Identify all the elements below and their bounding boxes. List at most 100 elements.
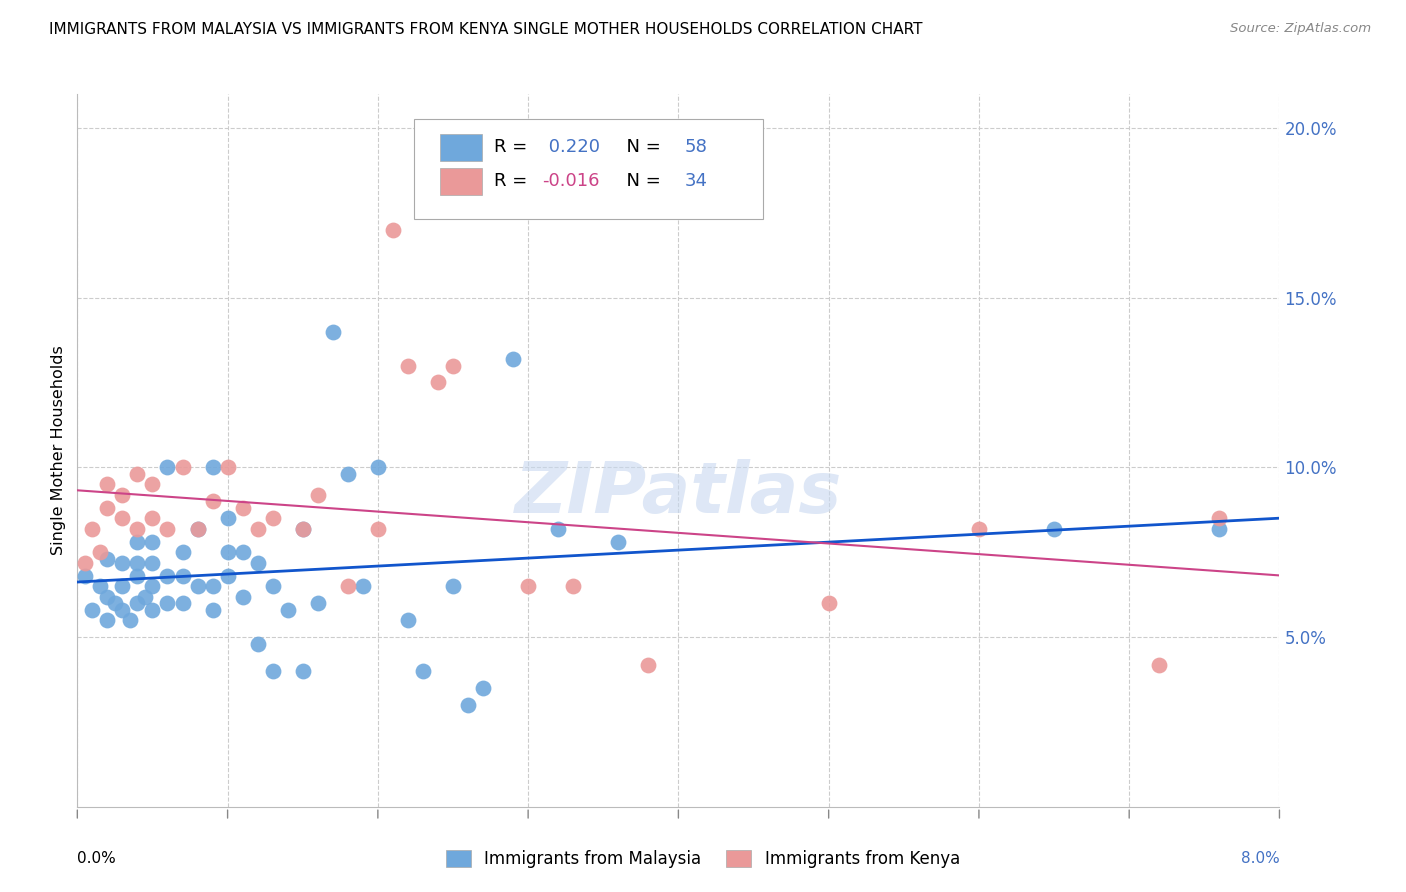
Text: 58: 58	[685, 138, 707, 156]
Point	[127, 522, 149, 536]
Text: 0.220: 0.220	[543, 138, 599, 156]
Point	[89, 545, 111, 559]
Point	[111, 579, 134, 593]
Point	[322, 325, 344, 339]
Text: R =: R =	[495, 138, 533, 156]
Text: 34: 34	[685, 172, 707, 190]
Point	[472, 681, 495, 696]
Point	[96, 501, 118, 516]
Point	[232, 590, 254, 604]
Point	[96, 590, 118, 604]
Point	[441, 359, 464, 373]
Text: N =: N =	[614, 138, 666, 156]
Text: IMMIGRANTS FROM MALAYSIA VS IMMIGRANTS FROM KENYA SINGLE MOTHER HOUSEHOLDS CORRE: IMMIGRANTS FROM MALAYSIA VS IMMIGRANTS F…	[49, 22, 922, 37]
Point	[1043, 522, 1066, 536]
Point	[172, 460, 194, 475]
Point	[172, 596, 194, 610]
Point	[134, 590, 156, 604]
Point	[141, 535, 163, 549]
Point	[637, 657, 659, 672]
Point	[172, 545, 194, 559]
Point	[217, 460, 239, 475]
Point	[307, 488, 329, 502]
Point	[367, 460, 389, 475]
Point	[172, 569, 194, 583]
Point	[1208, 511, 1230, 525]
Point	[817, 596, 839, 610]
Point	[217, 569, 239, 583]
Point	[111, 603, 134, 617]
Point	[352, 579, 374, 593]
Point	[201, 579, 224, 593]
Point	[141, 556, 163, 570]
Text: 8.0%: 8.0%	[1240, 852, 1279, 866]
Point	[607, 535, 630, 549]
Point	[96, 552, 118, 566]
Point	[187, 522, 209, 536]
Point	[441, 579, 464, 593]
Point	[517, 579, 540, 593]
Point	[156, 460, 179, 475]
FancyBboxPatch shape	[440, 134, 482, 161]
Point	[232, 501, 254, 516]
Point	[96, 613, 118, 627]
Point	[232, 545, 254, 559]
FancyBboxPatch shape	[440, 168, 482, 195]
Point	[1208, 522, 1230, 536]
Point	[127, 556, 149, 570]
Text: N =: N =	[614, 172, 666, 190]
Point	[127, 535, 149, 549]
Point	[141, 603, 163, 617]
Point	[111, 511, 134, 525]
Point	[336, 467, 359, 482]
Point	[967, 522, 990, 536]
Point	[246, 637, 269, 651]
Point	[187, 522, 209, 536]
Point	[217, 545, 239, 559]
Point	[111, 488, 134, 502]
Point	[412, 665, 434, 679]
Point	[73, 556, 96, 570]
FancyBboxPatch shape	[413, 119, 762, 219]
Point	[127, 569, 149, 583]
Text: R =: R =	[495, 172, 533, 190]
Point	[307, 596, 329, 610]
Point	[502, 351, 524, 366]
Point	[291, 522, 314, 536]
Point	[82, 522, 104, 536]
Point	[141, 579, 163, 593]
Point	[118, 613, 141, 627]
Point	[187, 579, 209, 593]
Point	[246, 522, 269, 536]
Text: -0.016: -0.016	[543, 172, 600, 190]
Point	[291, 522, 314, 536]
Point	[201, 494, 224, 508]
Point	[562, 579, 585, 593]
Point	[457, 698, 479, 713]
Point	[547, 522, 569, 536]
Point	[141, 511, 163, 525]
Point	[104, 596, 127, 610]
Text: Source: ZipAtlas.com: Source: ZipAtlas.com	[1230, 22, 1371, 36]
Point	[156, 569, 179, 583]
Point	[96, 477, 118, 491]
Point	[396, 359, 419, 373]
Point	[336, 579, 359, 593]
Text: 0.0%: 0.0%	[77, 852, 117, 866]
Point	[127, 596, 149, 610]
Point	[396, 613, 419, 627]
Point	[262, 665, 284, 679]
Point	[246, 556, 269, 570]
Point	[291, 665, 314, 679]
Point	[156, 596, 179, 610]
Point	[427, 376, 450, 390]
Point	[277, 603, 299, 617]
Point	[156, 522, 179, 536]
Point	[82, 603, 104, 617]
Point	[262, 579, 284, 593]
Point	[367, 522, 389, 536]
Point	[89, 579, 111, 593]
Point	[201, 603, 224, 617]
Point	[141, 477, 163, 491]
Legend: Immigrants from Malaysia, Immigrants from Kenya: Immigrants from Malaysia, Immigrants fro…	[437, 842, 969, 877]
